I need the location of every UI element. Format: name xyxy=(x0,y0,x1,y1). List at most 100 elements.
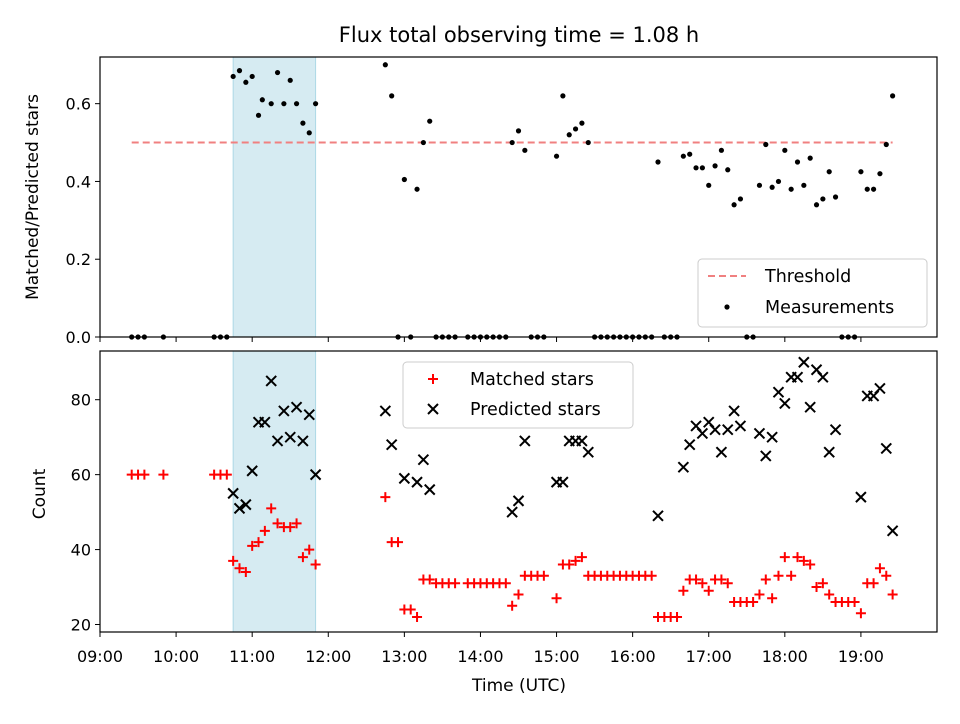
bottom-panel-count-plot: 20 40 60 80 09:00 10:00 11:00 12:00 13:00 14:00 15… xyxy=(71,350,938,666)
bottom-y-tick-label: 20 xyxy=(71,616,91,635)
measurement-point xyxy=(553,153,560,159)
predicted-stars-point xyxy=(652,510,664,522)
measurement-point xyxy=(877,171,883,177)
x-tick-label: 11:00 xyxy=(229,647,275,666)
predicted-stars-point xyxy=(798,356,810,368)
measurement-point xyxy=(249,73,255,80)
matched-stars-point xyxy=(450,578,461,589)
predicted-stars-point xyxy=(855,491,867,503)
x-tick-label: 18:00 xyxy=(762,647,808,666)
predicted-stars-point xyxy=(265,375,277,387)
measurement-point xyxy=(813,202,820,208)
measurement-point xyxy=(509,139,515,146)
predicted-stars-point xyxy=(728,405,740,417)
measurement-point xyxy=(725,167,731,173)
measurement-point xyxy=(718,147,725,153)
x-tick-label: 13:00 xyxy=(381,647,427,666)
measurement-point xyxy=(522,147,528,153)
predicted-stars-point xyxy=(779,397,791,410)
measurement-point xyxy=(274,69,281,76)
measurement-point xyxy=(801,182,807,188)
x-axis-label: Time (UTC) xyxy=(471,676,566,696)
measurement-point xyxy=(579,120,585,126)
predicted-stars-point xyxy=(772,386,785,398)
measurement-point xyxy=(259,97,265,103)
matched-stars-point xyxy=(792,552,803,563)
x-tick-label: 09:00 xyxy=(77,647,123,666)
predicted-stars-point xyxy=(398,472,411,485)
predicted-stars-point xyxy=(683,438,696,451)
measurement-point xyxy=(826,169,832,175)
predicted-stars-point xyxy=(874,382,886,395)
matched-stars-point xyxy=(874,563,885,574)
predicted-stars-point xyxy=(804,401,816,413)
bottom-axes-frame xyxy=(99,350,938,633)
measurement-point xyxy=(693,165,699,171)
matched-stars-point xyxy=(259,525,270,536)
measurement-point xyxy=(794,159,801,165)
measurement-point xyxy=(756,182,763,188)
measurement-point xyxy=(312,101,319,107)
matched-stars-point xyxy=(722,578,733,589)
matched-stars-point xyxy=(855,608,866,619)
top-y-axis-label: Matched/Predicted stars xyxy=(23,94,43,300)
matched-stars-point xyxy=(824,589,835,600)
matched-stars-point xyxy=(754,589,765,600)
legend-measurements-swatch xyxy=(724,304,730,310)
legend-matched-label: Matched stars xyxy=(470,370,594,390)
predicted-stars-point xyxy=(823,446,835,458)
matched-stars-point xyxy=(767,593,778,604)
measurement-point xyxy=(401,176,407,183)
bottom-y-tick-label: 40 xyxy=(71,541,91,560)
measurement-point xyxy=(788,186,794,192)
predicted-stars-point xyxy=(259,416,271,428)
measurement-point xyxy=(870,186,877,192)
top-y-tick-label: 0.0 xyxy=(66,328,91,347)
legend-measurements-label: Measurements xyxy=(765,298,894,318)
matched-stars-point xyxy=(247,540,258,551)
matched-stars-point xyxy=(887,589,898,600)
measurement-point xyxy=(687,151,693,157)
matched-stars-point xyxy=(564,559,575,570)
legend-matched-swatch xyxy=(428,374,438,384)
predicted-stars-point xyxy=(297,435,309,447)
measurement-point xyxy=(243,79,249,85)
bottom-legend-box xyxy=(402,361,634,429)
predicted-stars-point xyxy=(309,468,322,481)
measurement-point xyxy=(763,141,769,148)
measurement-point xyxy=(281,101,287,107)
measurement-point xyxy=(268,101,274,107)
predicted-stars-point xyxy=(722,423,734,436)
matched-stars-point xyxy=(240,567,251,578)
matched-stars-point xyxy=(805,559,816,570)
measurement-point xyxy=(706,182,712,188)
predicted-stars-point xyxy=(303,408,315,421)
predicted-stars-point xyxy=(760,450,772,462)
matched-stars-point xyxy=(285,522,296,533)
matched-stars-point xyxy=(538,570,549,581)
top-highlight-span xyxy=(232,56,317,338)
matched-stars-point xyxy=(760,574,771,585)
predicted-stars-point xyxy=(677,461,690,473)
measurement-point xyxy=(566,132,572,138)
predicted-stars-point xyxy=(791,371,804,383)
predicted-stars-point xyxy=(271,435,284,447)
top-y-tick-label: 0.6 xyxy=(66,95,91,114)
measurement-point xyxy=(820,196,826,202)
measurement-point xyxy=(560,93,566,99)
predicted-stars-point xyxy=(576,435,588,447)
measurement-point xyxy=(300,120,306,126)
predicted-stars-point xyxy=(284,431,296,443)
matched-stars-point xyxy=(811,582,822,593)
measurement-point xyxy=(414,186,420,192)
predicted-stars-point xyxy=(766,431,778,443)
matched-stars-point xyxy=(297,552,308,563)
predicted-stars-point xyxy=(246,465,258,477)
matched-stars-point xyxy=(716,574,727,585)
matched-stars-point xyxy=(412,612,423,623)
top-y-tick-label: 0.4 xyxy=(66,172,91,191)
predicted-stars-point xyxy=(290,401,303,413)
bottom-y-axis-label: Count xyxy=(30,468,50,519)
matched-stars-point xyxy=(570,555,581,566)
matched-stars-point xyxy=(424,574,435,585)
